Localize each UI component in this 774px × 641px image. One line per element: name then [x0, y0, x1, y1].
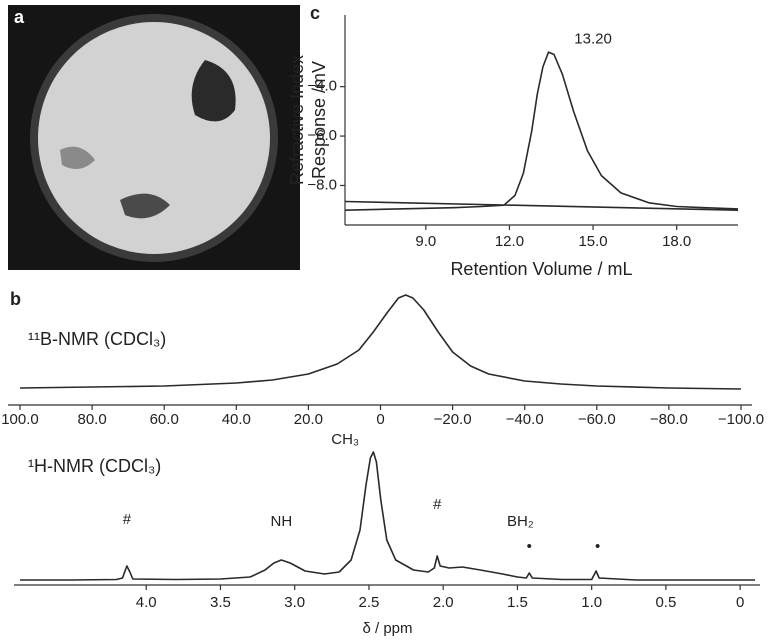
y-tick-label: −6.0 — [307, 127, 337, 144]
annotation: • — [527, 538, 532, 555]
annotation: CH₃ — [331, 431, 359, 448]
x-tick-label: −20.0 — [434, 411, 472, 428]
powder — [38, 22, 270, 254]
annotation: NH — [270, 513, 292, 530]
dark-patch — [191, 60, 236, 122]
x-tick-label: 12.0 — [495, 233, 524, 250]
annotation: • — [595, 538, 600, 555]
x-tick-label: −100.0 — [718, 411, 764, 428]
x-tick-label: 2.0 — [433, 594, 454, 611]
x-tick-label: 0.5 — [655, 594, 676, 611]
shade-patch — [60, 146, 95, 169]
x-tick-label: 3.0 — [284, 594, 305, 611]
annotation: # — [433, 496, 442, 513]
spectrum-title: ¹H-NMR (CDCl₃) — [28, 456, 161, 476]
spectrum-title: ¹¹B-NMR (CDCl₃) — [28, 329, 166, 349]
x-tick-label: −60.0 — [578, 411, 616, 428]
y-axis-label: Refractive Index — [287, 55, 307, 185]
x-tick-label: 0 — [736, 594, 744, 611]
panel-label: c — [310, 3, 320, 23]
x-tick-label: 20.0 — [294, 411, 323, 428]
annotation: # — [123, 511, 132, 528]
panel-label: b — [10, 289, 21, 309]
x-tick-label: 4.0 — [136, 594, 157, 611]
x-tick-label: 1.5 — [507, 594, 528, 611]
x-tick-label: 60.0 — [150, 411, 179, 428]
dark-patch — [120, 193, 170, 219]
x-tick-label: 80.0 — [77, 411, 106, 428]
photo — [8, 5, 300, 270]
curve — [19, 294, 742, 390]
x-tick-label: 2.5 — [359, 594, 380, 611]
x-axis-label: Retention Volume / mL — [450, 259, 632, 279]
curve — [20, 451, 755, 581]
x-axis-label: δ / ppm — [362, 620, 412, 637]
x-tick-label: 40.0 — [222, 411, 251, 428]
x-tick-label: 1.0 — [581, 594, 602, 611]
y-axis-label: Response /mV — [309, 61, 329, 179]
y-tick-label: −8.0 — [307, 176, 337, 193]
panel-label: a — [14, 7, 25, 27]
x-tick-label: 15.0 — [578, 233, 607, 250]
x-tick-label: 0 — [376, 411, 384, 428]
x-tick-label: −80.0 — [650, 411, 688, 428]
x-tick-label: −40.0 — [506, 411, 544, 428]
x-tick-label: 9.0 — [415, 233, 436, 250]
annotation: BH₂ — [507, 513, 534, 530]
annotation: 13.20 — [574, 31, 612, 48]
x-tick-label: 3.5 — [210, 594, 231, 611]
curve — [344, 200, 739, 211]
curve — [344, 51, 739, 211]
x-tick-label: 18.0 — [662, 233, 691, 250]
x-tick-label: 100.0 — [1, 411, 39, 428]
y-tick-label: −4.0 — [307, 78, 337, 95]
